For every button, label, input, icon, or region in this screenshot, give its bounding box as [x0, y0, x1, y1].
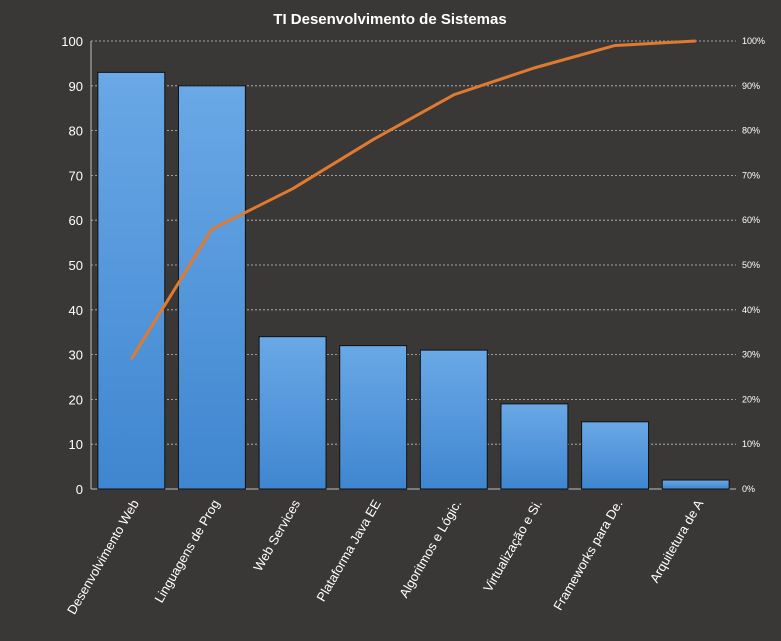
y2-tick-label: 80% — [742, 126, 760, 136]
x-category-label: Desenvolvimento Web — [64, 497, 142, 617]
chart-title: TI Desenvolvimento de Sistemas — [273, 11, 506, 28]
y2-tick-label: 10% — [742, 439, 760, 449]
x-category-label: Web Services — [250, 497, 303, 574]
y2-tick-label: 90% — [742, 81, 760, 91]
y2-tick-label: 0% — [742, 484, 755, 494]
y-tick-label: 80 — [69, 124, 83, 139]
y-tick-label: 0 — [76, 482, 83, 497]
bar — [419, 349, 488, 490]
cumulative-percent-line — [130, 39, 696, 360]
y-tick-label: 50 — [69, 258, 83, 273]
x-category-label: Virtualização e Si. — [480, 497, 545, 594]
bar — [177, 85, 246, 490]
y-tick-label: 90 — [69, 79, 83, 94]
y2-tick-label: 60% — [742, 215, 760, 225]
y-tick-label: 10 — [69, 437, 83, 452]
y-tick-label: 40 — [69, 303, 83, 318]
bar — [581, 421, 650, 490]
bar — [258, 336, 327, 490]
y-tick-label: 60 — [69, 213, 83, 228]
x-category-label: Linguagens de Prog — [151, 497, 222, 605]
x-category-label: Arquitetura de A — [647, 497, 707, 586]
bar — [500, 403, 569, 490]
y2-tick-label: 50% — [742, 260, 760, 270]
y-tick-label: 70 — [69, 168, 83, 183]
bar — [97, 71, 166, 490]
x-category-label: Frameworks para De. — [550, 497, 625, 613]
y-tick-label: 30 — [69, 348, 83, 363]
y-tick-label: 20 — [69, 392, 83, 407]
y-tick-label: 100 — [61, 34, 83, 49]
cumulative-line — [130, 39, 696, 360]
y2-tick-label: 70% — [742, 170, 760, 180]
bars — [97, 71, 730, 490]
y2-tick-label: 20% — [742, 394, 760, 404]
y2-tick-label: 40% — [742, 305, 760, 315]
bar — [339, 345, 408, 490]
y2-tick-label: 100% — [742, 36, 765, 46]
y2-tick-label: 30% — [742, 350, 760, 360]
tick-labels: 0 10 20 30 40 50 60 70 80 90 100 0% 10% 20% 30% 40% 50% 6… — [61, 34, 765, 497]
x-category-label: Plataforma Java EE — [313, 497, 384, 604]
category-labels: Desenvolvimento Web Linguagens de Prog Web… — [64, 497, 706, 617]
x-category-label: Algoritmos e Lógic. — [396, 497, 464, 600]
bar — [661, 479, 730, 490]
